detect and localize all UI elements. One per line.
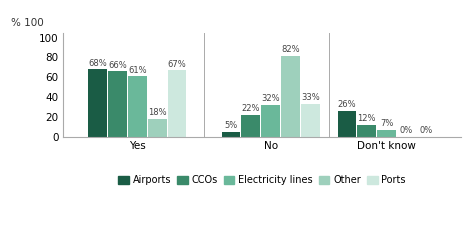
Text: 7%: 7%	[380, 119, 393, 128]
Bar	[301, 104, 320, 137]
Bar	[357, 125, 376, 137]
Text: 32%: 32%	[261, 94, 280, 103]
Text: 0%: 0%	[420, 126, 433, 135]
Bar	[337, 111, 356, 137]
Text: 22%: 22%	[241, 104, 260, 113]
Bar	[128, 76, 147, 137]
Bar	[241, 115, 260, 137]
Text: % 100: % 100	[11, 18, 44, 29]
Legend: Airports, CCOs, Electricity lines, Other, Ports: Airports, CCOs, Electricity lines, Other…	[114, 171, 410, 189]
Bar	[148, 119, 167, 137]
Bar	[281, 56, 300, 137]
Text: 33%: 33%	[301, 93, 320, 102]
Bar	[377, 130, 396, 137]
Text: 0%: 0%	[400, 126, 413, 135]
Bar	[168, 70, 187, 137]
Text: 67%: 67%	[168, 60, 187, 69]
Text: 61%: 61%	[128, 66, 147, 75]
Bar	[108, 71, 127, 137]
Text: 18%: 18%	[148, 108, 167, 117]
Text: 12%: 12%	[357, 114, 376, 123]
Text: 26%: 26%	[337, 100, 356, 109]
Text: 82%: 82%	[281, 45, 300, 54]
Text: 66%: 66%	[108, 61, 127, 70]
Text: 5%: 5%	[224, 121, 238, 130]
Bar	[89, 69, 107, 137]
Bar	[261, 105, 280, 137]
Text: 68%: 68%	[88, 59, 107, 68]
Bar	[221, 132, 240, 137]
